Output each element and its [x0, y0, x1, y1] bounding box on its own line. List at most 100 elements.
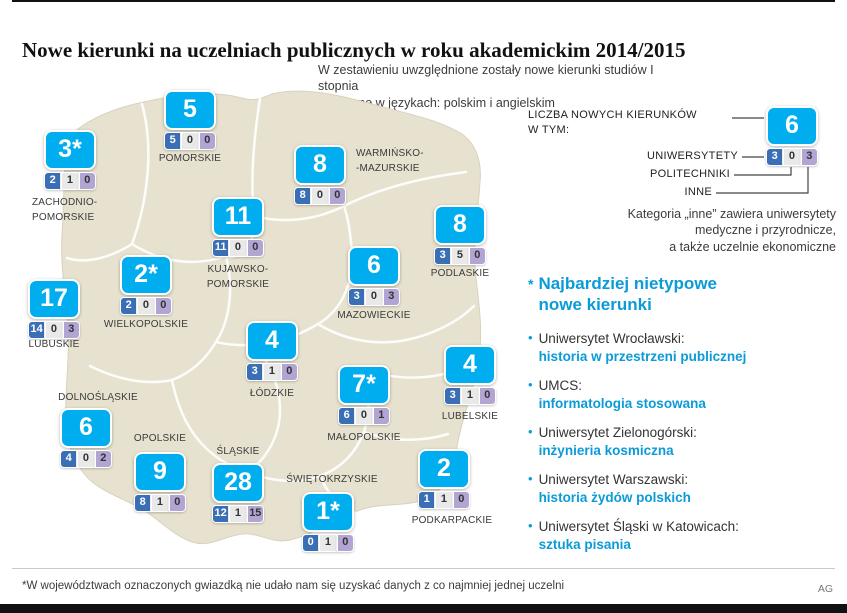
highlight-university: Uniwersytet Zielonogórski:	[538, 425, 697, 441]
list-item: • Uniwersytet Wrocławski: historia w prze…	[528, 330, 834, 365]
inne-count: 1	[372, 407, 390, 425]
region-label-lubuskie: LUBUSKIE	[28, 339, 80, 350]
highlight-program: inżynieria kosmiczna	[538, 442, 674, 458]
region-badge-lubuskie: 17 14 0 3	[28, 279, 80, 339]
region-breakdown: 12 1 15	[212, 505, 264, 523]
legend-example-breakdown: 3 0 3	[766, 148, 818, 166]
region-label-swietokrzyskie: ŚWIĘTOKRZYSKIE	[286, 474, 378, 485]
region-total: 2*	[120, 255, 172, 295]
region-total: 8	[434, 205, 486, 245]
politechniki-count: 5	[451, 247, 469, 265]
region-label-dolnoslaskie: DOLNOŚLĄSKIE	[58, 392, 138, 403]
politechniki-count: 1	[61, 172, 79, 190]
region-badge-zachodniopomorskie: 3* 2 1 0	[44, 130, 96, 190]
region-breakdown: 11 0 0	[212, 239, 264, 257]
region-breakdown: 14 0 3	[28, 321, 80, 339]
list-item: • Uniwersytet Zielonogórski: inżynieria k…	[528, 424, 834, 459]
bottom-rule	[0, 604, 847, 613]
uniwersytety-count: 14	[28, 321, 46, 339]
highlights-header: * Najbardziej nietypowe nowe kierunki	[528, 274, 717, 315]
region-total: 7*	[338, 365, 390, 405]
region-total: 3*	[44, 130, 96, 170]
list-item: • UMCS: informatologia stosowana	[528, 377, 834, 412]
legend-title: LICZBA NOWYCH KIERUNKÓW	[528, 109, 697, 121]
region-label-mazowieckie: MAZOWIECKIE	[337, 310, 411, 321]
region-breakdown: 2 0 0	[120, 297, 172, 315]
region-breakdown: 2 1 0	[44, 172, 96, 190]
uniwersytety-count: 1	[418, 491, 436, 509]
highlight-university: Uniwersytet Śląski w Katowicach:	[538, 519, 739, 535]
region-badge-warminsko-mazurskie: 8 8 0 0	[294, 145, 346, 205]
inne-count: 3	[62, 321, 80, 339]
highlights-title: Najbardziej nietypowe nowe kierunki	[538, 274, 717, 314]
inne-count: 15	[246, 505, 264, 523]
list-item: • Uniwersytet Śląski w Katowicach: sztuka…	[528, 518, 834, 553]
region-breakdown: 3 0 3	[348, 288, 400, 306]
list-item: • Uniwersytet Warszawski: historia żydów …	[528, 471, 834, 506]
inne-count: 0	[468, 247, 486, 265]
inne-count: 0	[78, 172, 96, 190]
region-label-warminsko-mazurskie: WARMIŃSKO- -MAZURSKIE	[356, 148, 424, 174]
uniwersytety-count: 2	[120, 297, 138, 315]
region-label-slaskie: ŚLĄSKIE	[216, 446, 260, 457]
highlight-program: informatologia stosowana	[538, 395, 706, 411]
uniwersytety-count: 2	[44, 172, 62, 190]
politechniki-count: 0	[783, 148, 801, 166]
inne-count: 0	[154, 297, 172, 315]
politechniki-count: 1	[461, 387, 479, 405]
legend-subtitle: W TYM:	[528, 124, 570, 136]
region-label-zachodniopomorskie: ZACHODNIO- POMORSKIE	[32, 197, 98, 223]
politechniki-count: 1	[319, 534, 337, 552]
region-badge-malopolskie: 7* 6 0 1	[338, 365, 390, 425]
legend-label-politechniki: POLITECHNIKI	[649, 168, 730, 180]
uniwersytety-count: 3	[246, 363, 264, 381]
region-label-pomorskie: POMORSKIE	[158, 153, 222, 164]
politechniki-count: 1	[229, 505, 247, 523]
region-badge-swietokrzyskie: 1* 0 1 0	[302, 492, 354, 552]
uniwersytety-count: 11	[212, 239, 230, 257]
region-badge-lubelskie: 4 3 1 0	[444, 345, 496, 405]
inne-count: 0	[328, 187, 346, 205]
region-total: 17	[28, 279, 80, 319]
credit: AG	[817, 583, 833, 595]
region-badge-kujawsko-pomorskie: 11 11 0 0	[212, 197, 264, 257]
uniwersytety-count: 3	[444, 387, 462, 405]
politechniki-count: 0	[311, 187, 329, 205]
region-badge-mazowieckie: 6 3 0 3	[348, 246, 400, 306]
inne-count: 0	[478, 387, 496, 405]
region-badge-podkarpackie: 2 1 1 0	[418, 449, 470, 509]
region-label-opolskie: OPOLSKIE	[133, 433, 187, 444]
politechniki-count: 0	[365, 288, 383, 306]
legend-label-uniwersytety: UNIWERSYTETY	[647, 150, 738, 162]
region-total: 9	[134, 452, 186, 492]
politechniki-count: 1	[263, 363, 281, 381]
highlight-program: historia w przestrzeni publicznej	[538, 348, 747, 364]
region-badge-wielkopolskie: 2* 2 0 0	[120, 255, 172, 315]
bullet-icon: •	[528, 424, 533, 440]
region-breakdown: 4 0 2	[60, 450, 112, 468]
bullet-icon: •	[528, 377, 533, 393]
bullet-icon: •	[528, 518, 533, 534]
uniwersytety-count: 3	[434, 247, 452, 265]
politechniki-count: 0	[45, 321, 63, 339]
region-badge-podlaskie: 8 3 5 0	[434, 205, 486, 265]
inne-count: 3	[800, 148, 818, 166]
region-breakdown: 8 0 0	[294, 187, 346, 205]
page-title: Nowe kierunki na uczelniach publicznych …	[22, 38, 686, 63]
region-total: 5	[164, 90, 216, 130]
region-total: 4	[444, 345, 496, 385]
region-breakdown: 3 1 0	[246, 363, 298, 381]
inne-count: 0	[280, 363, 298, 381]
footnote: *W województwach oznaczonych gwiazdką ni…	[22, 580, 565, 592]
region-breakdown: 0 1 0	[302, 534, 354, 552]
region-label-podkarpackie: PODKARPACKIE	[411, 515, 493, 526]
bullet-icon: •	[528, 471, 533, 487]
inne-count: 3	[382, 288, 400, 306]
inne-count: 0	[198, 132, 216, 150]
legend-label-inne: INNE	[684, 186, 712, 198]
inne-count: 0	[246, 239, 264, 257]
inne-count: 0	[336, 534, 354, 552]
region-breakdown: 3 1 0	[444, 387, 496, 405]
region-label-kujawsko-pomorskie: KUJAWSKO- POMORSKIE	[206, 264, 270, 290]
politechniki-count: 0	[137, 297, 155, 315]
